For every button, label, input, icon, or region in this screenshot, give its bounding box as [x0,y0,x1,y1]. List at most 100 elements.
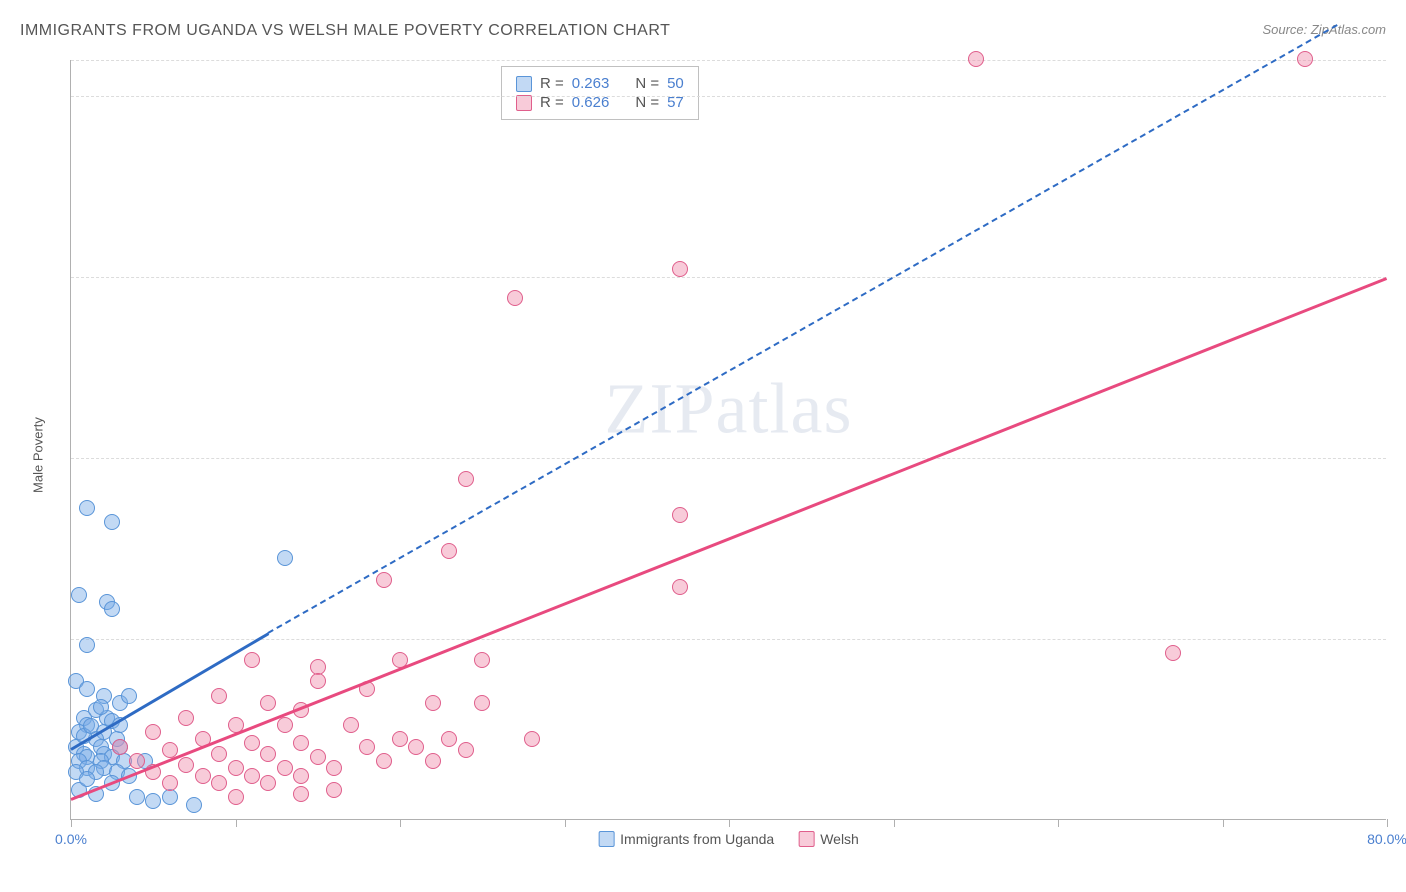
x-tick [729,819,730,827]
legend-n-value: 50 [667,75,684,92]
data-point [178,757,194,773]
data-point [293,786,309,802]
data-point [260,746,276,762]
legend-label: Immigrants from Uganda [620,831,774,847]
data-point [672,507,688,523]
data-point [326,760,342,776]
legend-swatch [516,76,532,92]
x-tick [1223,819,1224,827]
data-point [112,739,128,755]
chart-header: IMMIGRANTS FROM UGANDA VS WELSH MALE POV… [20,22,1386,52]
data-point [968,51,984,67]
data-point [277,760,293,776]
data-point [441,731,457,747]
data-point [1297,51,1313,67]
data-point [507,290,523,306]
data-point [293,735,309,751]
gridline [71,60,1386,61]
data-point [441,543,457,559]
data-point [260,695,276,711]
legend-n-label: N = [635,75,659,92]
x-tick-label: 0.0% [55,831,87,847]
gridline [71,458,1386,459]
data-point [310,749,326,765]
chart-area: Male Poverty ZIPatlas R =0.263N =50R =0.… [50,60,1386,850]
x-tick [236,819,237,827]
data-point [129,789,145,805]
data-point [79,637,95,653]
data-point [1165,645,1181,661]
trend-line [70,277,1387,801]
plot-region: ZIPatlas R =0.263N =50R =0.626N =57 Immi… [70,60,1386,820]
x-tick [894,819,895,827]
data-point [228,789,244,805]
legend-r-label: R = [540,75,564,92]
gridline [71,277,1386,278]
data-point [145,724,161,740]
x-tick [71,819,72,827]
data-point [376,753,392,769]
data-point [524,731,540,747]
data-point [129,753,145,769]
data-point [244,735,260,751]
legend-r-value: 0.263 [572,75,610,92]
data-point [79,681,95,697]
x-tick [1058,819,1059,827]
x-tick [400,819,401,827]
data-point [425,695,441,711]
data-point [178,710,194,726]
data-point [277,550,293,566]
trend-line [268,24,1338,634]
legend-swatch [598,831,614,847]
data-point [293,768,309,784]
data-point [310,673,326,689]
data-point [145,793,161,809]
data-point [79,500,95,516]
data-point [244,768,260,784]
data-point [277,717,293,733]
watermark: ZIPatlas [605,368,853,451]
y-tick-label: 100.0% [1396,88,1406,104]
y-tick-label: 50.0% [1396,450,1406,466]
data-point [343,717,359,733]
y-tick-label: 25.0% [1396,631,1406,647]
data-point [79,771,95,787]
data-point [104,601,120,617]
legend-label: Welsh [820,831,859,847]
data-point [244,652,260,668]
legend-item: Immigrants from Uganda [598,831,774,847]
data-point [71,587,87,603]
data-point [211,746,227,762]
data-point [186,797,202,813]
data-point [672,579,688,595]
legend-stat-row: R = 0.263 N = 50 [516,75,684,92]
data-point [211,688,227,704]
x-tick-label: 80.0% [1367,831,1406,847]
data-point [93,699,109,715]
legend-item: Welsh [798,831,859,847]
y-tick-label: 75.0% [1396,269,1406,285]
data-point [458,742,474,758]
data-point [474,652,490,668]
data-point [672,261,688,277]
data-point [228,760,244,776]
legend-swatch [798,831,814,847]
gridline [71,96,1386,97]
legend-stats-box: R =0.263N =50R =0.626N =57 [501,66,699,120]
data-point [474,695,490,711]
data-point [408,739,424,755]
data-point [359,739,375,755]
data-point [326,782,342,798]
data-point [211,775,227,791]
legend-bottom: Immigrants from Uganda Welsh [598,831,859,847]
data-point [392,731,408,747]
y-axis-label: Male Poverty [31,417,46,493]
data-point [162,775,178,791]
data-point [195,768,211,784]
data-point [121,688,137,704]
chart-title: IMMIGRANTS FROM UGANDA VS WELSH MALE POV… [20,22,670,39]
data-point [260,775,276,791]
data-point [425,753,441,769]
x-tick [565,819,566,827]
data-point [458,471,474,487]
